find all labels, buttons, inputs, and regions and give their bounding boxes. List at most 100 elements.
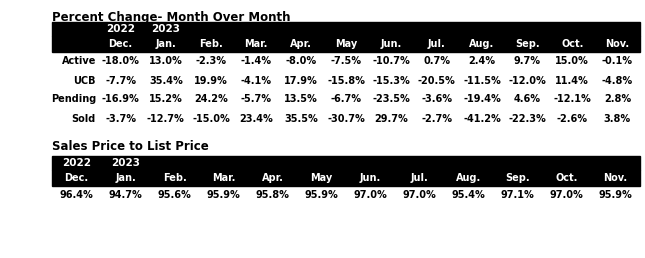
Text: Nov.: Nov. — [606, 39, 630, 49]
Text: Percent Change- Month Over Month: Percent Change- Month Over Month — [52, 11, 290, 23]
Text: Jun.: Jun. — [360, 173, 381, 183]
Bar — [52, 90, 640, 109]
Text: 95.9%: 95.9% — [304, 190, 339, 200]
Text: 19.9%: 19.9% — [194, 76, 228, 85]
Text: -15.8%: -15.8% — [328, 76, 365, 85]
Text: -2.3%: -2.3% — [195, 57, 226, 67]
Text: Feb.: Feb. — [199, 39, 223, 49]
Text: Mar.: Mar. — [212, 173, 235, 183]
Text: -3.7%: -3.7% — [105, 114, 136, 124]
Bar — [52, 170, 640, 186]
Text: Nov.: Nov. — [604, 173, 628, 183]
Text: 4.6%: 4.6% — [513, 94, 541, 104]
Text: 97.0%: 97.0% — [550, 190, 583, 200]
Text: -3.6%: -3.6% — [421, 94, 452, 104]
Text: Mar.: Mar. — [244, 39, 268, 49]
Bar — [52, 186, 640, 205]
Text: -23.5%: -23.5% — [373, 94, 410, 104]
Text: -20.5%: -20.5% — [418, 76, 455, 85]
Text: 2.4%: 2.4% — [468, 57, 495, 67]
Text: 97.1%: 97.1% — [501, 190, 534, 200]
Text: 95.9%: 95.9% — [599, 190, 632, 200]
Text: 24.2%: 24.2% — [194, 94, 228, 104]
Text: Jul.: Jul. — [428, 39, 446, 49]
Text: -1.4%: -1.4% — [241, 57, 272, 67]
Text: -22.3%: -22.3% — [508, 114, 546, 124]
Text: Apr.: Apr. — [262, 173, 283, 183]
Text: -0.1%: -0.1% — [602, 57, 633, 67]
Text: UCB: UCB — [74, 76, 96, 85]
Text: -12.0%: -12.0% — [508, 76, 546, 85]
Text: -15.0%: -15.0% — [192, 114, 230, 124]
Text: -41.2%: -41.2% — [463, 114, 501, 124]
Text: Sales Price to List Price: Sales Price to List Price — [52, 140, 209, 152]
Text: 29.7%: 29.7% — [375, 114, 408, 124]
Text: -2.7%: -2.7% — [421, 114, 452, 124]
Text: 2.8%: 2.8% — [604, 94, 631, 104]
Text: Sep.: Sep. — [505, 173, 530, 183]
Text: -30.7%: -30.7% — [328, 114, 365, 124]
Text: Active: Active — [62, 57, 96, 67]
Text: -12.1%: -12.1% — [553, 94, 591, 104]
Text: 35.5%: 35.5% — [284, 114, 318, 124]
Text: 95.8%: 95.8% — [255, 190, 290, 200]
Bar — [52, 71, 640, 90]
Text: Sep.: Sep. — [515, 39, 539, 49]
Text: Jan.: Jan. — [115, 173, 136, 183]
Text: 15.2%: 15.2% — [149, 94, 183, 104]
Text: May: May — [310, 173, 333, 183]
Text: 23.4%: 23.4% — [239, 114, 273, 124]
Text: -11.5%: -11.5% — [463, 76, 501, 85]
Text: 13.0%: 13.0% — [149, 57, 183, 67]
Bar — [52, 109, 640, 128]
Text: Jul.: Jul. — [411, 173, 428, 183]
Text: -6.7%: -6.7% — [331, 94, 362, 104]
Bar — [52, 36, 640, 52]
Text: 95.4%: 95.4% — [451, 190, 486, 200]
Text: Pending: Pending — [51, 94, 96, 104]
Text: Jan.: Jan. — [155, 39, 176, 49]
Bar — [52, 52, 640, 71]
Text: Sold: Sold — [72, 114, 96, 124]
Text: 2023: 2023 — [111, 158, 140, 168]
Text: 95.6%: 95.6% — [157, 190, 192, 200]
Text: 97.0%: 97.0% — [353, 190, 388, 200]
Bar — [52, 156, 640, 170]
Text: Aug.: Aug. — [456, 173, 481, 183]
Text: -7.5%: -7.5% — [331, 57, 362, 67]
Text: Dec.: Dec. — [64, 173, 88, 183]
Bar — [52, 22, 640, 36]
Text: May: May — [335, 39, 357, 49]
Text: -10.7%: -10.7% — [373, 57, 410, 67]
Text: -19.4%: -19.4% — [463, 94, 501, 104]
Text: 3.8%: 3.8% — [604, 114, 631, 124]
Text: Oct.: Oct. — [561, 39, 584, 49]
Text: -8.0%: -8.0% — [286, 57, 317, 67]
Text: 2022: 2022 — [62, 158, 91, 168]
Text: 97.0%: 97.0% — [402, 190, 437, 200]
Text: -12.7%: -12.7% — [147, 114, 184, 124]
Text: Dec.: Dec. — [108, 39, 133, 49]
Text: -15.3%: -15.3% — [373, 76, 410, 85]
Text: -4.8%: -4.8% — [602, 76, 633, 85]
Text: -4.1%: -4.1% — [241, 76, 272, 85]
Text: 11.4%: 11.4% — [555, 76, 589, 85]
Text: 13.5%: 13.5% — [284, 94, 318, 104]
Text: 17.9%: 17.9% — [284, 76, 318, 85]
Text: Oct.: Oct. — [555, 173, 578, 183]
Text: 2022: 2022 — [106, 24, 135, 34]
Text: 9.7%: 9.7% — [513, 57, 541, 67]
Text: 2023: 2023 — [151, 24, 180, 34]
Text: -16.9%: -16.9% — [102, 94, 139, 104]
Text: 95.9%: 95.9% — [206, 190, 241, 200]
Text: 94.7%: 94.7% — [108, 190, 143, 200]
Text: Apr.: Apr. — [290, 39, 312, 49]
Text: 15.0%: 15.0% — [555, 57, 589, 67]
Text: 96.4%: 96.4% — [59, 190, 94, 200]
Text: Feb.: Feb. — [163, 173, 186, 183]
Text: Aug.: Aug. — [470, 39, 495, 49]
Text: Jun.: Jun. — [381, 39, 402, 49]
Text: -5.7%: -5.7% — [241, 94, 272, 104]
Text: 0.7%: 0.7% — [423, 57, 450, 67]
Text: -2.6%: -2.6% — [557, 114, 588, 124]
